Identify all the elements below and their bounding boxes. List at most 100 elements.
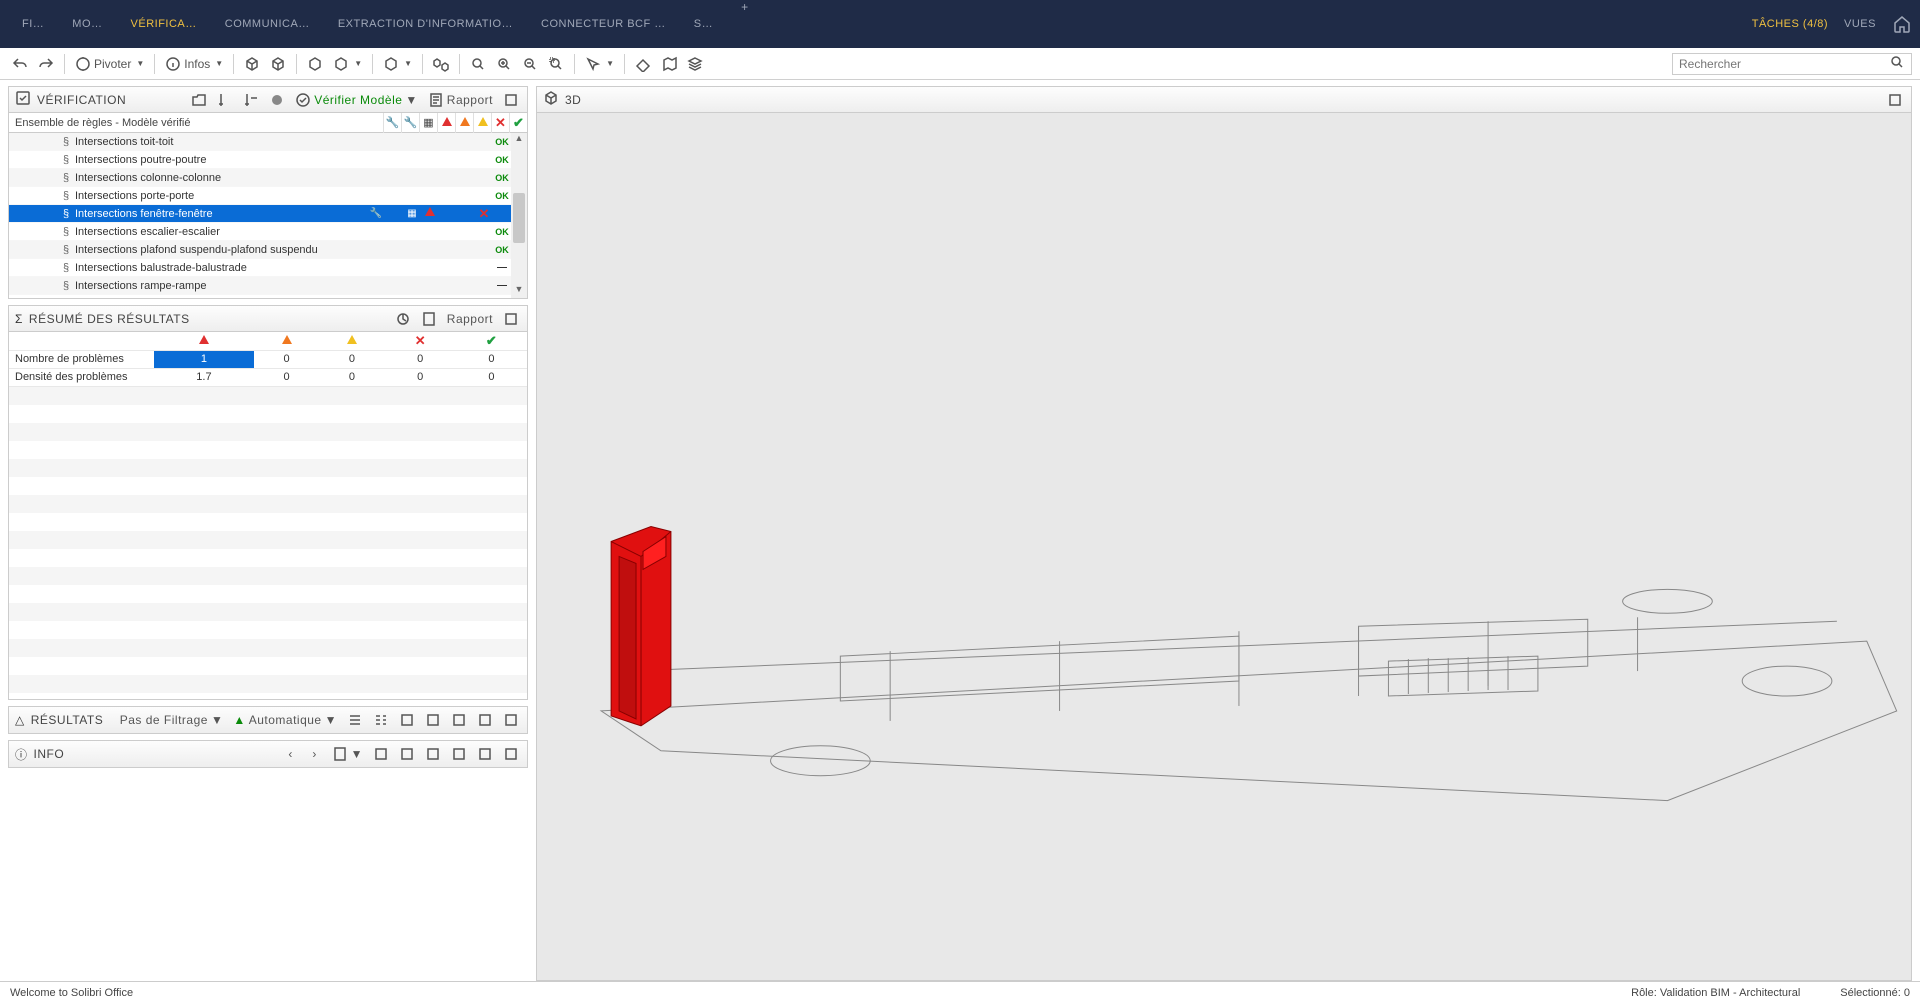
- tab-verification[interactable]: VÉRIFICA…: [117, 0, 211, 48]
- tab-communication[interactable]: COMMUNICA…: [211, 0, 324, 48]
- results-btn-5[interactable]: [449, 710, 469, 730]
- views-button[interactable]: VUES: [1844, 18, 1876, 30]
- grid-icon[interactable]: ▦: [403, 205, 421, 223]
- tab-information-extraction[interactable]: EXTRACTION D'INFORMATIO…: [324, 0, 527, 48]
- scroll-down-icon[interactable]: ▼: [511, 284, 527, 298]
- col-x-header[interactable]: ✕: [385, 332, 456, 350]
- redo-button[interactable]: [34, 52, 58, 76]
- cube-button-1[interactable]: [240, 52, 264, 76]
- results-btn-1[interactable]: [345, 710, 365, 730]
- auto-button[interactable]: ▲ Automatique▼: [231, 710, 339, 730]
- results-maximize-button[interactable]: [501, 710, 521, 730]
- search-box[interactable]: [1672, 53, 1912, 75]
- zoom-area-button[interactable]: [544, 52, 568, 76]
- search-input[interactable]: [1679, 57, 1889, 71]
- tasks-button[interactable]: TÂCHES (4/8): [1752, 18, 1828, 30]
- open-button[interactable]: [189, 90, 209, 110]
- col-red-header[interactable]: [154, 332, 254, 350]
- info-next-button[interactable]: ›: [306, 744, 324, 764]
- summary-maximize-button[interactable]: [501, 309, 521, 329]
- cube-dd-2[interactable]: ▼: [379, 52, 416, 76]
- results-header: △ RÉSULTATS Pas de Filtrage▼ ▲ Automatiq…: [9, 707, 527, 733]
- filter-button[interactable]: Pas de Filtrage▼: [118, 710, 226, 730]
- spin-button[interactable]: Pivoter▼: [71, 52, 148, 76]
- viewport-maximize-button[interactable]: [1885, 90, 1905, 110]
- col-check-header[interactable]: ✔: [456, 332, 527, 350]
- col-x-icon[interactable]: ✕: [491, 113, 509, 133]
- scroll-thumb[interactable]: [513, 193, 525, 243]
- tool-btn-2[interactable]: [241, 90, 261, 110]
- verify-label: Vérifier Modèle: [314, 93, 402, 107]
- rule-name: Intersections fenêtre-fenêtre: [73, 208, 367, 220]
- cube-3d-icon: [543, 90, 559, 109]
- info-maximize-button[interactable]: [501, 744, 521, 764]
- rule-row[interactable]: §Intersections porte-porteOK: [9, 187, 511, 205]
- tool-btn-1[interactable]: [215, 90, 235, 110]
- col-grid-icon[interactable]: ▦: [419, 113, 437, 133]
- zoom-fit-button[interactable]: [466, 52, 490, 76]
- info-btn-5[interactable]: [475, 744, 495, 764]
- rule-row[interactable]: §Intersections escalier-escalierOK: [9, 223, 511, 241]
- section-button[interactable]: [631, 52, 655, 76]
- cube-dd-1[interactable]: ▼: [329, 52, 366, 76]
- tab-model[interactable]: MO…: [58, 0, 116, 48]
- cube-button-2[interactable]: [266, 52, 290, 76]
- col-wrench-icon[interactable]: 🔧: [383, 113, 401, 133]
- col-orange-header[interactable]: [254, 332, 319, 350]
- tab-bcf-connector[interactable]: CONNECTEUR BCF …: [527, 0, 680, 48]
- maximize-button[interactable]: [501, 90, 521, 110]
- info-button[interactable]: Infos▼: [161, 52, 227, 76]
- col-check-icon[interactable]: ✔: [509, 113, 527, 133]
- rule-row[interactable]: §Intersections rampe-rampe—: [9, 277, 511, 295]
- status-ok: OK: [493, 223, 511, 241]
- scroll-up-icon[interactable]: ▲: [511, 133, 527, 147]
- results-btn-4[interactable]: [423, 710, 443, 730]
- col-yellow-icon[interactable]: [473, 113, 491, 133]
- col-red-icon[interactable]: [437, 113, 455, 133]
- col-yellow-header[interactable]: [319, 332, 384, 350]
- col-wrench2-icon[interactable]: 🔧: [401, 113, 419, 133]
- zoom-out-button[interactable]: [518, 52, 542, 76]
- results-btn-6[interactable]: [475, 710, 495, 730]
- info-prev-button[interactable]: ‹: [282, 744, 300, 764]
- verify-button[interactable]: Vérifier Modèle▼: [293, 90, 420, 110]
- tab-file[interactable]: FI…: [8, 0, 58, 48]
- tab-add[interactable]: +: [727, 0, 762, 48]
- layers-button[interactable]: [683, 52, 707, 76]
- summary-btn-2[interactable]: [419, 309, 439, 329]
- col-orange-icon[interactable]: [455, 113, 473, 133]
- map-button[interactable]: [657, 52, 681, 76]
- summary-row-density[interactable]: Densité des problèmes 1.7 0 0 0 0: [9, 368, 527, 386]
- summary-panel: Σ RÉSUMÉ DES RÉSULTATS Rapport ✕ ✔: [8, 305, 528, 700]
- summary-report-button[interactable]: Rapport: [445, 309, 495, 329]
- rule-row[interactable]: §Intersections toit-toitOK: [9, 133, 511, 151]
- rule-row[interactable]: §Intersections plafond suspendu-plafond …: [9, 241, 511, 259]
- summary-btn-1[interactable]: [393, 309, 413, 329]
- rule-row[interactable]: §Intersections balustrade-balustrade—: [9, 259, 511, 277]
- info-btn-2[interactable]: [397, 744, 417, 764]
- undo-button[interactable]: [8, 52, 32, 76]
- 3d-viewport[interactable]: [537, 113, 1911, 980]
- info-btn-4[interactable]: [449, 744, 469, 764]
- zoom-in-button[interactable]: [492, 52, 516, 76]
- info-btn-1[interactable]: [371, 744, 391, 764]
- rules-scrollbar[interactable]: ▲ ▼: [511, 133, 527, 298]
- cube-button-3[interactable]: [303, 52, 327, 76]
- info-dd-button[interactable]: ▼: [330, 744, 365, 764]
- home-icon[interactable]: [1892, 14, 1912, 34]
- rule-row[interactable]: §Intersections colonne-colonneOK: [9, 169, 511, 187]
- cubes-button[interactable]: [429, 52, 453, 76]
- tool-btn-3[interactable]: [267, 90, 287, 110]
- results-btn-3[interactable]: [397, 710, 417, 730]
- tab-s[interactable]: S…: [680, 0, 727, 48]
- info-btn-3[interactable]: [423, 744, 443, 764]
- wrench-icon[interactable]: 🔧: [367, 205, 385, 223]
- rule-row[interactable]: §Intersections fenêtre-fenêtre🔧▦✕: [9, 205, 511, 223]
- summary-row-label: Densité des problèmes: [9, 368, 154, 386]
- summary-row-count[interactable]: Nombre de problèmes 1 0 0 0 0: [9, 350, 527, 368]
- report-button[interactable]: Rapport: [426, 90, 495, 110]
- highlighted-element[interactable]: [611, 527, 671, 726]
- results-btn-2[interactable]: [371, 710, 391, 730]
- rule-row[interactable]: §Intersections poutre-poutreOK: [9, 151, 511, 169]
- select-button[interactable]: ▼: [581, 52, 618, 76]
